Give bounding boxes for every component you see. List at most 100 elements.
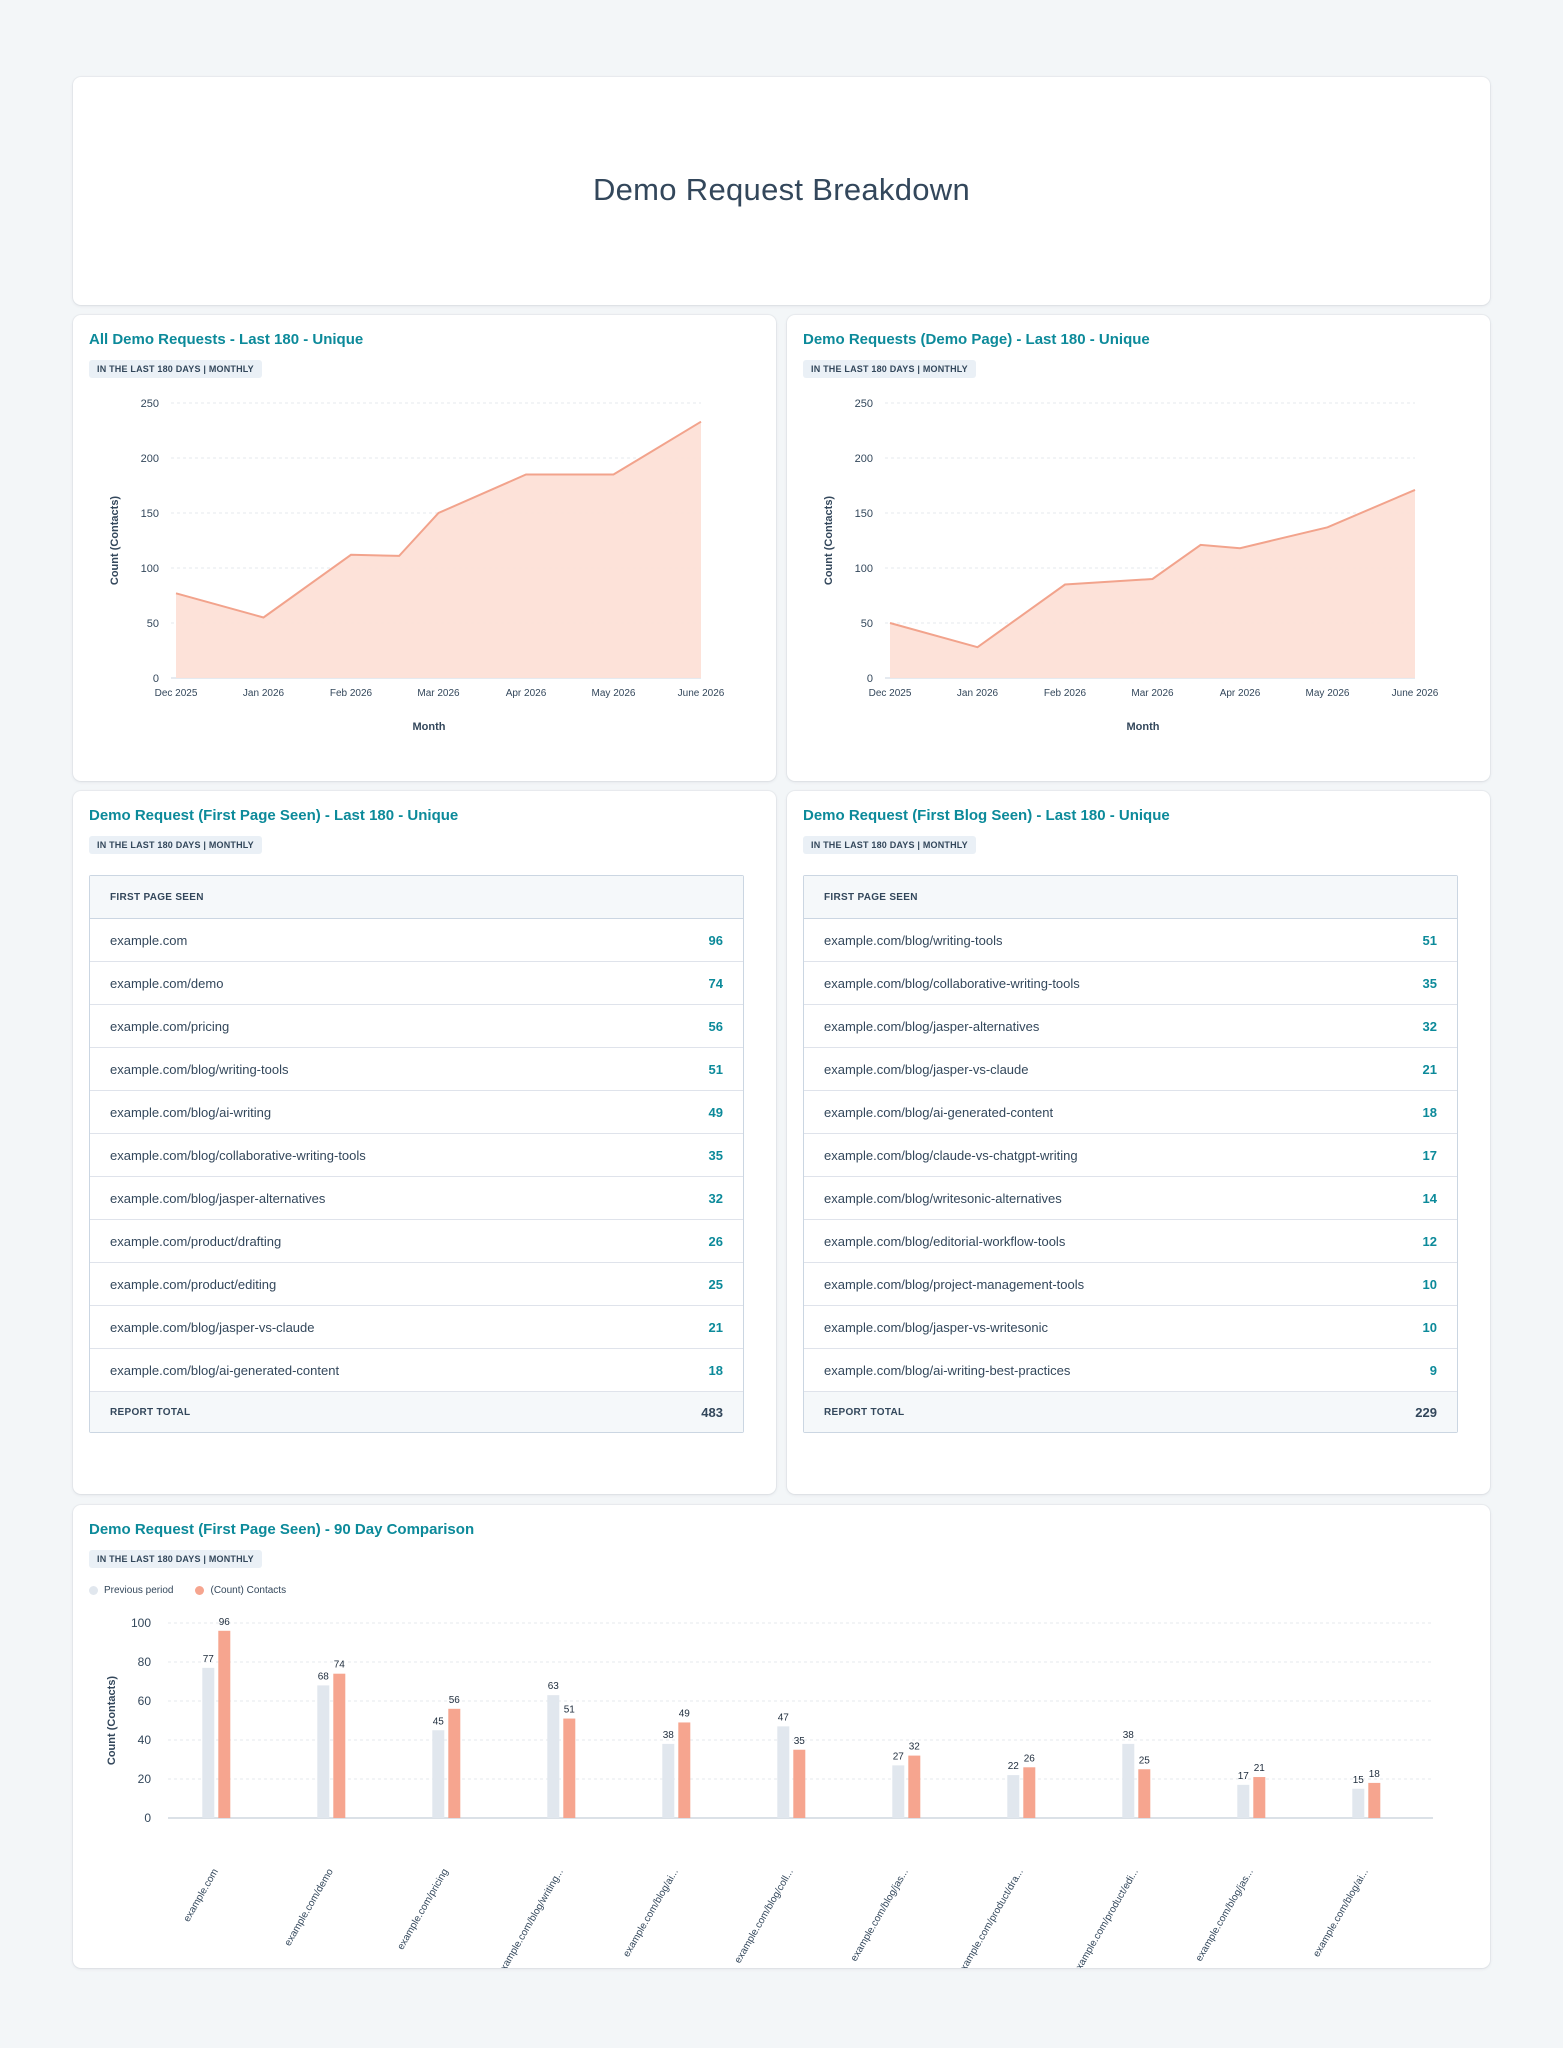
date-range-tag: IN THE LAST 180 DAYS | MONTHLY xyxy=(89,836,262,854)
row-label: example.com/blog/writesonic-alternatives xyxy=(824,1190,1062,1206)
bar-previous-period[interactable] xyxy=(1237,1784,1250,1818)
table-row[interactable]: example.com/blog/ai-generated-content 18 xyxy=(90,1349,743,1392)
bar-previous-period[interactable] xyxy=(1352,1788,1365,1818)
first-page-seen-card: Demo Request (First Page Seen) - Last 18… xyxy=(73,791,776,1494)
x-tick-label: example.com/demo xyxy=(283,1867,336,1948)
x-tick-label: example.com/blog/jas... xyxy=(1194,1867,1256,1963)
x-tick-label: example.com xyxy=(182,1867,221,1924)
bar-count-contacts[interactable] xyxy=(678,1722,691,1818)
bar-data-label: 21 xyxy=(1254,1763,1266,1774)
table-row[interactable]: example.com/blog/jasper-alternatives 32 xyxy=(804,1005,1457,1048)
bar-previous-period[interactable] xyxy=(662,1743,675,1818)
y-tick-label: 100 xyxy=(855,563,873,575)
first-blog-table: FIRST PAGE SEEN example.com/blog/writing… xyxy=(803,875,1458,1433)
table-row[interactable]: example.com/product/drafting 26 xyxy=(90,1220,743,1263)
demo-page-requests-card: Demo Requests (Demo Page) - Last 180 - U… xyxy=(787,315,1490,781)
y-tick-label: 80 xyxy=(138,1655,152,1669)
bar-count-contacts[interactable] xyxy=(1368,1782,1381,1818)
table-row[interactable]: example.com/demo 74 xyxy=(90,962,743,1005)
table-header[interactable]: FIRST PAGE SEEN xyxy=(804,876,1457,919)
card-title[interactable]: All Demo Requests - Last 180 - Unique xyxy=(89,331,364,348)
bar-previous-period[interactable] xyxy=(892,1765,905,1818)
bar-previous-period[interactable] xyxy=(202,1667,215,1818)
row-value: 32 xyxy=(1422,1018,1437,1034)
x-tick-label: Feb 2026 xyxy=(1044,688,1087,699)
table-header[interactable]: FIRST PAGE SEEN xyxy=(90,876,743,919)
card-title[interactable]: Demo Request (First Blog Seen) - Last 18… xyxy=(803,807,1170,824)
table-row[interactable]: example.com/blog/project-management-tool… xyxy=(804,1263,1457,1306)
table-row[interactable]: example.com/blog/writing-tools 51 xyxy=(90,1048,743,1091)
row-value: 17 xyxy=(1422,1147,1437,1163)
table-row[interactable]: example.com/product/editing 25 xyxy=(90,1263,743,1306)
x-tick-label: June 2026 xyxy=(678,688,725,699)
row-value: 96 xyxy=(708,932,723,948)
table-row[interactable]: example.com/blog/writesonic-alternatives… xyxy=(804,1177,1457,1220)
y-axis-label: Count (Contacts) xyxy=(106,1676,118,1766)
bar-data-label: 68 xyxy=(318,1671,330,1682)
legend-item-current[interactable]: (Count) Contacts xyxy=(195,1585,286,1596)
chart-legend: Previous period (Count) Contacts xyxy=(89,1585,286,1596)
bar-previous-period[interactable] xyxy=(1122,1743,1135,1818)
bar-count-contacts[interactable] xyxy=(1253,1777,1266,1818)
legend-swatch xyxy=(195,1586,205,1595)
bar-count-contacts[interactable] xyxy=(448,1708,461,1818)
bar-count-contacts[interactable] xyxy=(563,1718,576,1818)
row-value: 10 xyxy=(1422,1276,1437,1292)
row-label: example.com/blog/writing-tools xyxy=(110,1061,289,1077)
row-label: example.com/blog/ai-generated-content xyxy=(110,1362,340,1378)
table-row[interactable]: example.com/blog/writing-tools 51 xyxy=(804,919,1457,962)
bar-data-label: 25 xyxy=(1139,1755,1151,1766)
bar-previous-period[interactable] xyxy=(317,1685,330,1818)
bar-previous-period[interactable] xyxy=(432,1730,445,1818)
row-label: example.com/blog/jasper-vs-claude xyxy=(110,1319,315,1335)
x-tick-label: Apr 2026 xyxy=(506,688,547,699)
card-title[interactable]: Demo Requests (Demo Page) - Last 180 - U… xyxy=(803,331,1150,348)
bar-count-contacts[interactable] xyxy=(793,1749,806,1818)
table-row[interactable]: example.com/blog/collaborative-writing-t… xyxy=(804,962,1457,1005)
bar-data-label: 35 xyxy=(794,1736,806,1747)
row-label: example.com/demo xyxy=(110,975,224,991)
bar-data-label: 49 xyxy=(679,1708,691,1719)
row-value: 18 xyxy=(708,1362,723,1378)
bar-data-label: 18 xyxy=(1369,1769,1381,1780)
area-line[interactable] xyxy=(889,488,1416,649)
bar-previous-period[interactable] xyxy=(777,1726,790,1818)
x-tick-label: June 2026 xyxy=(1392,688,1439,699)
table-row[interactable]: example.com/blog/claude-vs-chatgpt-writi… xyxy=(804,1134,1457,1177)
x-tick-label: example.com/product/dra... xyxy=(956,1867,1026,1968)
card-title[interactable]: Demo Request (First Page Seen) - 90 Day … xyxy=(89,1521,475,1538)
legend-label: (Count) Contacts xyxy=(210,1585,287,1596)
bar-data-label: 27 xyxy=(893,1751,905,1762)
y-tick-label: 0 xyxy=(153,673,159,685)
bar-data-label: 56 xyxy=(449,1695,461,1706)
table-row[interactable]: example.com/blog/ai-generated-content 18 xyxy=(804,1091,1457,1134)
y-axis-label: Count (Contacts) xyxy=(823,496,835,586)
area-fill xyxy=(176,421,701,678)
y-tick-label: 150 xyxy=(855,508,873,520)
bar-data-label: 96 xyxy=(219,1617,231,1628)
total-label: REPORT TOTAL xyxy=(824,1406,905,1418)
y-tick-label: 200 xyxy=(141,453,159,465)
table-row[interactable]: example.com/blog/jasper-vs-writesonic 10 xyxy=(804,1306,1457,1349)
bar-count-contacts[interactable] xyxy=(908,1755,921,1818)
table-row[interactable]: example.com/blog/collaborative-writing-t… xyxy=(90,1134,743,1177)
x-tick-label: example.com/blog/writing... xyxy=(496,1867,566,1968)
table-row[interactable]: example.com/blog/editorial-workflow-tool… xyxy=(804,1220,1457,1263)
table-row[interactable]: example.com/pricing 56 xyxy=(90,1005,743,1048)
card-title[interactable]: Demo Request (First Page Seen) - Last 18… xyxy=(89,807,459,824)
table-row[interactable]: example.com/blog/jasper-vs-claude 21 xyxy=(804,1048,1457,1091)
table-row[interactable]: example.com 96 xyxy=(90,919,743,962)
bar-count-contacts[interactable] xyxy=(1023,1767,1036,1818)
legend-item-previous[interactable]: Previous period xyxy=(89,1585,173,1596)
x-tick-label: Dec 2025 xyxy=(869,688,912,699)
table-row[interactable]: example.com/blog/ai-writing-best-practic… xyxy=(804,1349,1457,1392)
table-row[interactable]: example.com/blog/ai-writing 49 xyxy=(90,1091,743,1134)
bar-previous-period[interactable] xyxy=(547,1695,560,1818)
table-row[interactable]: example.com/blog/jasper-alternatives 32 xyxy=(90,1177,743,1220)
bar-previous-period[interactable] xyxy=(1007,1775,1020,1818)
bar-count-contacts[interactable] xyxy=(218,1630,231,1818)
table-row[interactable]: example.com/blog/jasper-vs-claude 21 xyxy=(90,1306,743,1349)
area-line[interactable] xyxy=(175,420,702,619)
bar-count-contacts[interactable] xyxy=(1138,1769,1151,1818)
bar-count-contacts[interactable] xyxy=(333,1673,346,1818)
